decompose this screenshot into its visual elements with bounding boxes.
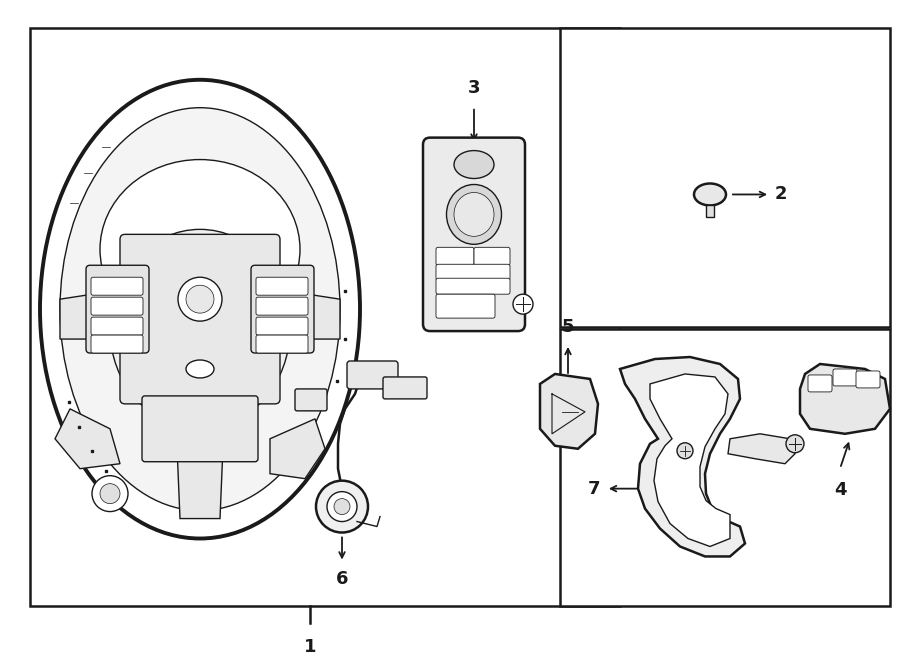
FancyBboxPatch shape (256, 277, 308, 295)
FancyBboxPatch shape (436, 264, 510, 280)
Text: 5: 5 (562, 318, 574, 336)
FancyBboxPatch shape (256, 317, 308, 335)
Circle shape (100, 484, 120, 504)
FancyBboxPatch shape (474, 247, 510, 265)
Ellipse shape (60, 108, 340, 510)
FancyBboxPatch shape (256, 297, 308, 315)
Polygon shape (55, 409, 120, 469)
Circle shape (513, 294, 533, 314)
FancyBboxPatch shape (383, 377, 427, 399)
Text: 6: 6 (336, 570, 348, 588)
Polygon shape (175, 399, 225, 519)
Ellipse shape (110, 229, 290, 429)
Text: 2: 2 (775, 186, 788, 204)
Text: 1: 1 (304, 639, 316, 656)
FancyBboxPatch shape (833, 369, 857, 386)
Bar (560, 28, 890, 327)
Polygon shape (540, 374, 598, 449)
Circle shape (677, 443, 693, 459)
Polygon shape (650, 374, 730, 547)
FancyBboxPatch shape (142, 396, 258, 462)
Circle shape (334, 498, 350, 514)
FancyBboxPatch shape (91, 277, 143, 295)
Bar (30, 28, 620, 606)
Ellipse shape (694, 184, 726, 206)
FancyBboxPatch shape (120, 235, 280, 404)
FancyBboxPatch shape (91, 317, 143, 335)
FancyBboxPatch shape (91, 335, 143, 353)
FancyBboxPatch shape (808, 375, 832, 392)
FancyBboxPatch shape (436, 294, 495, 318)
Polygon shape (270, 419, 325, 479)
Ellipse shape (100, 159, 300, 339)
Polygon shape (620, 357, 745, 557)
Ellipse shape (454, 192, 494, 237)
Text: 7: 7 (588, 480, 600, 498)
FancyBboxPatch shape (436, 247, 474, 265)
FancyBboxPatch shape (91, 297, 143, 315)
FancyBboxPatch shape (436, 278, 510, 294)
Ellipse shape (40, 80, 360, 539)
Text: 4: 4 (833, 481, 846, 498)
FancyBboxPatch shape (256, 335, 308, 353)
Polygon shape (60, 290, 125, 339)
Text: 3: 3 (468, 79, 481, 97)
FancyBboxPatch shape (856, 371, 880, 388)
Ellipse shape (454, 151, 494, 178)
Circle shape (327, 492, 357, 522)
FancyBboxPatch shape (295, 389, 327, 411)
Circle shape (92, 476, 128, 512)
FancyBboxPatch shape (423, 137, 525, 331)
Bar (706, 206, 714, 217)
Circle shape (786, 435, 804, 453)
Ellipse shape (446, 184, 501, 245)
Polygon shape (728, 434, 795, 464)
Polygon shape (275, 290, 340, 339)
Circle shape (178, 277, 222, 321)
FancyBboxPatch shape (251, 265, 314, 353)
Circle shape (316, 481, 368, 533)
Circle shape (186, 285, 214, 313)
FancyBboxPatch shape (86, 265, 149, 353)
Ellipse shape (186, 360, 214, 378)
FancyBboxPatch shape (347, 361, 398, 389)
Polygon shape (800, 364, 890, 434)
Bar (560, 329, 890, 606)
